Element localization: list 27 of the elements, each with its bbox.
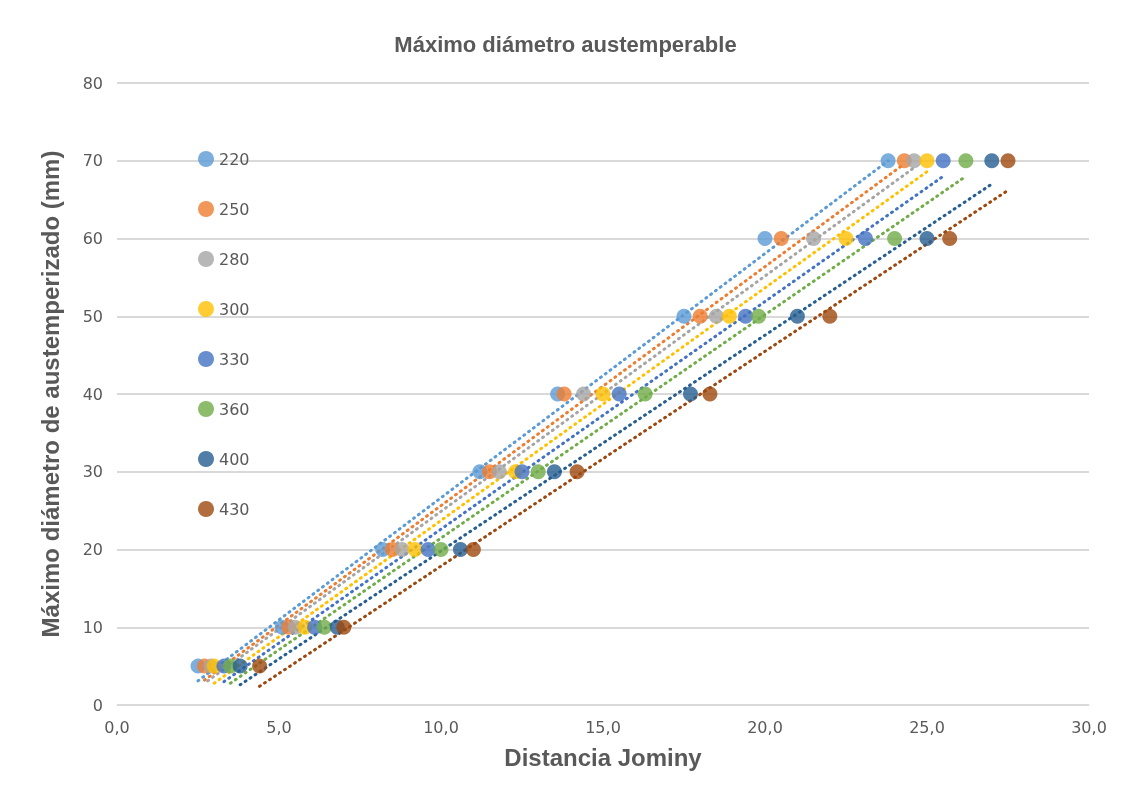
legend-label: 250 (219, 199, 250, 219)
y-tick-label: 0 (92, 695, 103, 715)
legend-label: 280 (219, 249, 250, 269)
legend-label: 330 (219, 349, 250, 369)
x-tick-label: 0,0 (104, 717, 130, 737)
y-tick-label: 20 (82, 540, 103, 559)
y-axis-title: Máximo diámetro de austemperizado (mm) (36, 150, 64, 638)
chart-title: Máximo diámetro austemperable (394, 31, 737, 57)
legend-label: 430 (219, 499, 250, 519)
x-tick-label: 20,0 (747, 717, 783, 737)
x-tick-label: 25,0 (909, 717, 945, 737)
x-tick-label: 10,0 (423, 717, 459, 737)
x-tick-label: 15,0 (585, 717, 621, 737)
x-tick-label: 5,0 (266, 717, 292, 737)
legend-label: 360 (219, 399, 250, 419)
x-axis-title: Distancia Jominy (504, 743, 703, 771)
legend-label: 220 (219, 149, 250, 169)
y-tick-label: 60 (82, 229, 103, 248)
y-tick-label: 10 (82, 617, 103, 637)
y-tick-label: 70 (82, 151, 103, 171)
y-tick-label: 80 (82, 73, 103, 93)
legend-label: 400 (219, 449, 250, 469)
y-tick-label: 30 (82, 462, 103, 482)
y-tick-label: 40 (82, 384, 103, 404)
x-tick-label: 30,0 (1071, 717, 1107, 737)
legend-label: 300 (219, 299, 250, 319)
y-tick-label: 50 (82, 306, 103, 326)
